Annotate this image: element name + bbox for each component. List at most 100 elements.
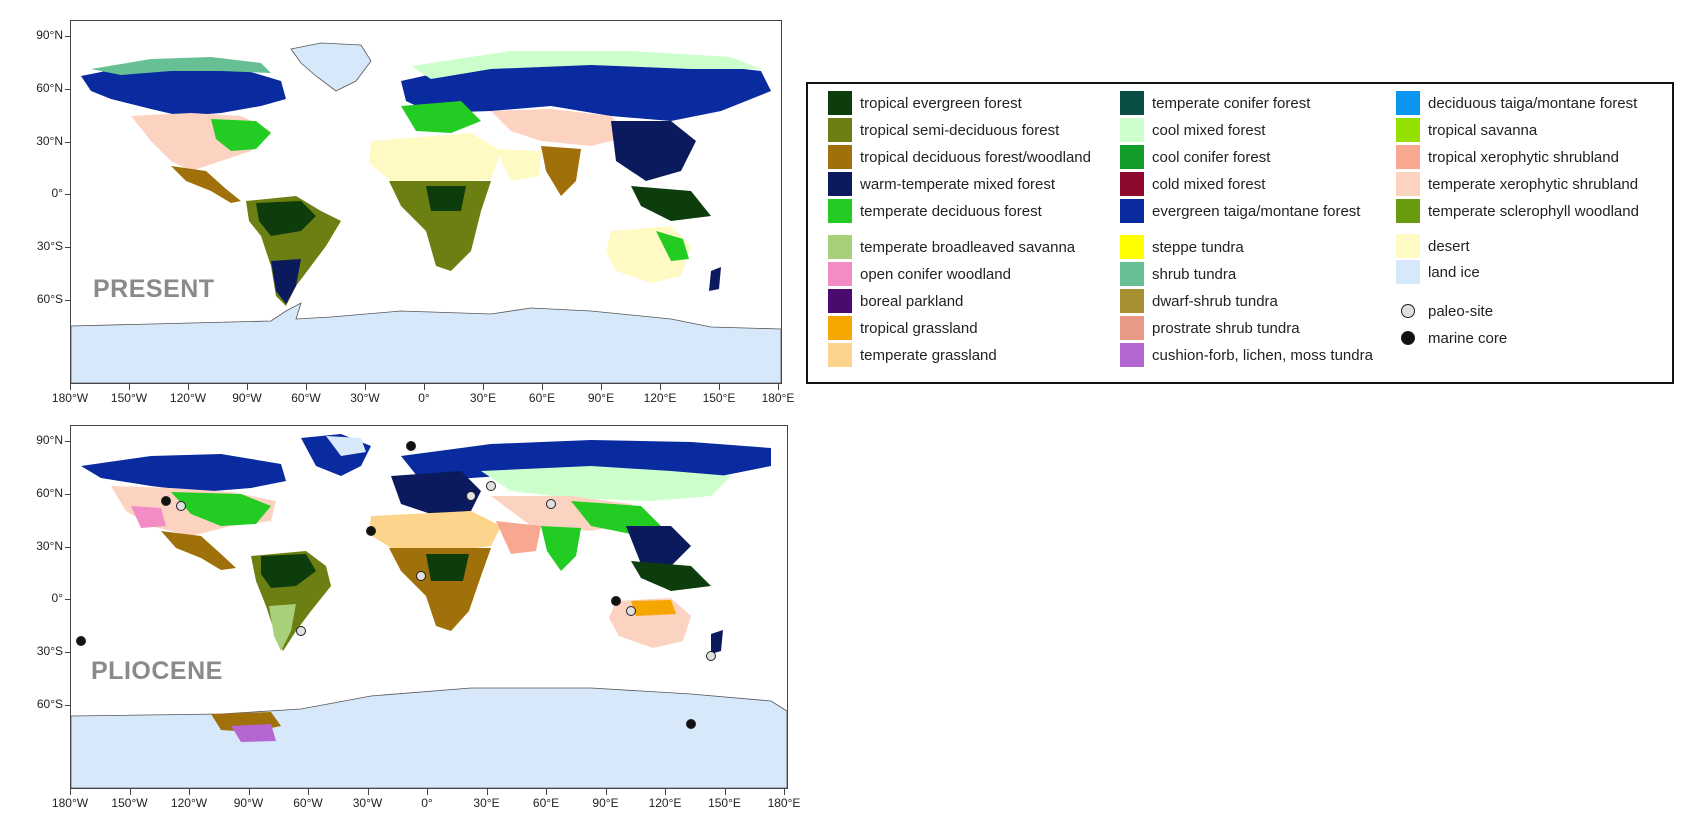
legend-swatch [1396, 145, 1420, 169]
y-tick-mark [65, 36, 71, 38]
paleo-site-marker [466, 491, 476, 501]
x-tick-label: 30°W [350, 391, 380, 405]
antarctica-ice [71, 687, 787, 788]
paleo-site-marker [176, 501, 186, 511]
legend-swatch [828, 91, 852, 115]
legend-label: temperate grassland [860, 346, 997, 364]
paleo-site-marker [546, 499, 556, 509]
x-tick-mark [724, 789, 726, 795]
legend-item: temperate grassland [828, 342, 997, 368]
x-tick-label: 180°W [51, 391, 89, 405]
legend-swatch [828, 145, 852, 169]
x-tick-mark [365, 384, 366, 390]
europe-forest [401, 101, 481, 133]
legend-label: land ice [1428, 263, 1480, 281]
arabia [496, 521, 541, 554]
new-zealand [711, 630, 723, 654]
legend-label: paleo-site [1428, 302, 1494, 320]
legend-marker-item: marine core [1396, 325, 1507, 351]
arabia [496, 149, 541, 181]
y-tick-mark [65, 599, 71, 601]
x-tick-label: 90°E [592, 796, 619, 810]
y-tick-label: 30°N [36, 133, 63, 148]
legend-item: temperate broadleaved savanna [828, 234, 1075, 260]
se-asia [631, 561, 711, 591]
antarctica-ice [71, 302, 781, 383]
legend-swatch [1396, 91, 1420, 115]
legend-swatch [828, 172, 852, 196]
marine-core-marker [611, 596, 621, 606]
amazon [261, 554, 316, 588]
legend-item: tropical grassland [828, 315, 978, 341]
legend-item: land ice [1396, 259, 1480, 285]
legend-label: tropical deciduous forest/woodland [860, 148, 1091, 166]
greenland-ice [290, 42, 372, 92]
eurasia-cool-mixed [481, 466, 731, 501]
legend-item: evergreen taiga/montane forest [1120, 198, 1360, 224]
legend-swatch [828, 289, 852, 313]
legend-item: prostrate shrub tundra [1120, 315, 1300, 341]
east-asia [611, 121, 696, 181]
marine-core-marker [686, 719, 696, 729]
x-tick-label: 60°W [293, 796, 323, 810]
x-tick-mark [367, 789, 369, 795]
legend-swatch [1396, 118, 1420, 142]
x-tick-mark [70, 384, 71, 390]
x-tick-label: 30°W [352, 796, 383, 810]
y-tick-label: 30°S [36, 239, 63, 254]
paleo-site-icon [1401, 304, 1415, 318]
legend-swatch [1396, 260, 1420, 284]
x-tick-label: 30°E [473, 796, 500, 810]
legend-swatch [1120, 172, 1144, 196]
x-tick-mark [483, 384, 484, 390]
paleo-site-marker [706, 651, 716, 661]
x-tick-label: 180°E [761, 391, 795, 405]
y-tick-mark [65, 247, 71, 249]
pliocene-label: PLIOCENE [91, 657, 223, 685]
y-tick-mark [65, 141, 71, 143]
legend-marker-item: paleo-site [1396, 298, 1493, 324]
legend-label: steppe tundra [1152, 238, 1244, 256]
x-tick-label: 60°W [291, 391, 321, 405]
marine-core-marker [76, 636, 86, 646]
europe [391, 471, 481, 514]
paleo-site-marker [416, 571, 426, 581]
y-tick-mark [65, 494, 71, 496]
south-america-south [271, 259, 301, 304]
x-tick-label: 60°E [532, 796, 560, 810]
new-zealand [709, 267, 721, 291]
legend-item: tropical savanna [1396, 117, 1537, 143]
y-tick-mark [65, 546, 71, 548]
legend-label: open conifer woodland [860, 265, 1011, 283]
legend-item: cold mixed forest [1120, 171, 1265, 197]
legend-label: tropical semi-deciduous forest [860, 121, 1060, 139]
x-tick-label: 90°W [233, 796, 264, 810]
legend-swatch [1120, 199, 1144, 223]
pliocene-map-canvas [71, 434, 787, 788]
legend-item: cool conifer forest [1120, 144, 1270, 170]
legend-item: tropical xerophytic shrubland [1396, 144, 1619, 170]
north-america-forest [171, 492, 271, 526]
legend-swatch [1120, 343, 1144, 367]
sahara [369, 511, 501, 551]
legend-label: evergreen taiga/montane forest [1152, 202, 1361, 220]
legend-label: temperate broadleaved savanna [860, 238, 1076, 256]
legend-item: open conifer woodland [828, 261, 1011, 287]
x-tick-mark [719, 384, 720, 390]
x-tick-label: 150°W [111, 796, 148, 810]
x-tick-mark [542, 384, 543, 390]
central-asia [491, 109, 631, 146]
legend-swatch [1120, 289, 1144, 313]
legend-swatch [1120, 262, 1144, 286]
y-tick-label: 30°N [36, 538, 63, 553]
x-tick-label: 150°E [708, 796, 741, 810]
y-tick-mark [65, 89, 71, 91]
x-tick-mark [605, 789, 607, 795]
legend-item: dwarf-shrub tundra [1120, 288, 1278, 314]
amazon [256, 201, 316, 236]
legend-item: tropical deciduous forest/woodland [828, 144, 1091, 170]
legend-label: cold mixed forest [1152, 175, 1266, 193]
x-tick-mark [665, 789, 666, 795]
x-tick-label: 120°E [648, 796, 682, 810]
legend-item: shrub tundra [1120, 261, 1236, 287]
